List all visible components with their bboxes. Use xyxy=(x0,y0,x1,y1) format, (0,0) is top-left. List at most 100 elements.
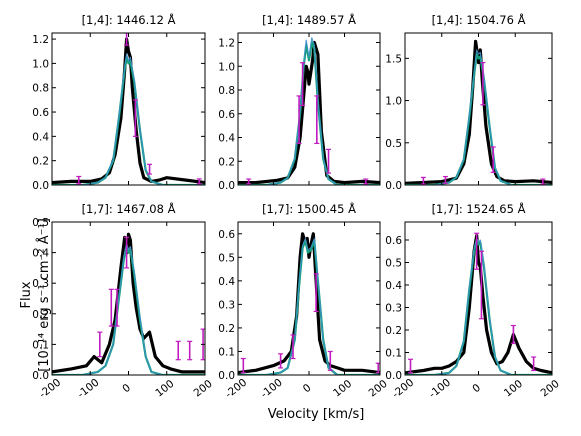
y-tick-label: 0.5 xyxy=(32,217,49,229)
error-bar xyxy=(408,358,414,374)
model-line-blue xyxy=(405,49,552,185)
error-bar xyxy=(478,250,484,320)
error-bar xyxy=(296,95,302,145)
error-bar xyxy=(240,357,246,374)
y-tick-label: 0.3 xyxy=(218,299,235,311)
y-tick-label: 0.4 xyxy=(385,280,402,292)
y-tick-label: 0.2 xyxy=(32,156,49,168)
observed-flux-line xyxy=(238,232,380,375)
x-tick-label: 0 xyxy=(470,382,483,396)
y-tick-label: 0.0 xyxy=(32,180,49,192)
chart-panel: [1,7]: 1500.45 Å0.00.10.20.30.40.50.6-20… xyxy=(218,201,389,401)
y-tick-label: 0.2 xyxy=(385,325,402,337)
error-bar xyxy=(290,334,296,360)
error-bar xyxy=(510,324,516,345)
chart-panel: [1,4]: 1504.76 Å 0.0 0.5 1.0 1.5 xyxy=(385,12,553,192)
error-bar xyxy=(187,340,193,361)
model-line-teal xyxy=(238,41,380,185)
chart-panel: [1,4]: 1489.57 Å 0.0 0.2 0.4 0.6 0.8 1.0 1.2 xyxy=(218,12,381,192)
error-bar xyxy=(313,273,319,313)
y-tick-label: 1.2 xyxy=(32,34,49,46)
x-tick-label: -100 xyxy=(259,377,285,401)
y-tick-label: 1.0 xyxy=(32,58,49,70)
y-tick-label: 0.4 xyxy=(218,133,235,145)
error-bar xyxy=(196,178,202,185)
error-bar xyxy=(474,232,480,270)
error-bar xyxy=(132,99,138,137)
panel-title: [1,4]: 1489.57 Å xyxy=(262,12,356,27)
x-tick-label: 0 xyxy=(301,382,314,396)
x-tick-label: -100 xyxy=(427,377,453,401)
y-tick-label: 0.1 xyxy=(218,346,235,358)
error-bar xyxy=(175,340,181,361)
y-tick-label: 0.3 xyxy=(32,278,49,290)
model-line-blue xyxy=(405,237,552,375)
error-bar xyxy=(278,353,284,369)
y-tick-label: 0.8 xyxy=(218,85,235,97)
model-line-blue xyxy=(238,238,380,375)
x-tick-label: 100 xyxy=(153,378,176,400)
y-tick-label: 0.6 xyxy=(218,109,235,121)
y-tick-label: 0.4 xyxy=(32,248,49,260)
observed-flux-line xyxy=(405,233,552,375)
y-tick-label: 0.2 xyxy=(218,323,235,335)
y-tick-label: 0.1 xyxy=(385,348,402,360)
x-tick-label: 200 xyxy=(539,378,562,400)
x-tick-label: 100 xyxy=(331,378,354,400)
model-line-teal xyxy=(405,53,552,185)
error-bar xyxy=(327,350,333,371)
y-tick-label: 0.6 xyxy=(32,107,49,119)
y-tick-label: 0.3 xyxy=(385,303,402,315)
y-tick-label: 0.0 xyxy=(218,370,235,382)
error-bar xyxy=(314,95,320,145)
model-line-blue xyxy=(52,53,205,185)
observed-flux-line xyxy=(238,40,380,185)
x-tick-label: 0 xyxy=(120,382,133,396)
y-tick-label: 0.8 xyxy=(32,83,49,95)
y-tick-label: 0.1 xyxy=(32,339,49,351)
y-tick-label: 0.6 xyxy=(218,229,235,241)
y-tick-label: 0.5 xyxy=(218,252,235,264)
observed-flux-line xyxy=(405,39,552,185)
error-bar xyxy=(114,288,120,327)
error-bar xyxy=(540,178,546,185)
y-tick-label: 1.0 xyxy=(218,61,235,73)
x-tick-label: 100 xyxy=(502,378,525,400)
panel-title: [1,7]: 1500.45 Å xyxy=(262,201,356,216)
error-bar xyxy=(147,163,153,175)
error-bar xyxy=(490,146,496,173)
panel-title: [1,7]: 1467.08 Å xyxy=(82,201,176,216)
y-tick-label: 0.0 xyxy=(32,370,49,382)
y-tick-label: 0.2 xyxy=(32,309,49,321)
y-tick-label: 0.0 xyxy=(385,180,402,192)
y-tick-label: 1.2 xyxy=(218,38,235,50)
error-bar xyxy=(76,175,82,185)
y-tick-label: 0.5 xyxy=(385,258,402,270)
x-axis-label: Velocity [km/s] xyxy=(268,407,365,422)
error-bar xyxy=(124,236,130,269)
y-tick-label: 0.5 xyxy=(385,138,402,150)
panel-title: [1,7]: 1524.65 Å xyxy=(432,201,526,216)
error-bar xyxy=(108,288,114,327)
error-bar xyxy=(97,331,103,358)
model-line-teal xyxy=(52,56,205,185)
panel-title: [1,4]: 1504.76 Å xyxy=(432,12,526,27)
error-bar xyxy=(363,178,369,185)
y-axis-label-units: [10⁻¹⁴ erg s⁻¹ cm⁻² Å⁻¹] xyxy=(36,218,52,372)
model-line-teal xyxy=(238,239,380,375)
y-axis-label: Flux xyxy=(19,281,34,308)
error-bar xyxy=(420,176,426,185)
panel-title: [1,4]: 1446.12 Å xyxy=(82,12,176,27)
error-bar xyxy=(531,356,537,372)
error-bar xyxy=(326,148,332,174)
y-tick-label: 0.6 xyxy=(385,235,402,247)
y-tick-label: 0.4 xyxy=(32,131,49,143)
error-bar xyxy=(246,178,252,185)
error-bar xyxy=(300,62,306,107)
y-tick-label: 0.0 xyxy=(218,180,235,192)
observed-flux-line xyxy=(52,232,205,374)
y-tick-label: 0.2 xyxy=(218,156,235,168)
chart-panel: [1,7]: 1524.65 Å0.00.10.20.30.40.50.6-20… xyxy=(385,201,561,401)
y-tick-label: 0.0 xyxy=(385,370,402,382)
